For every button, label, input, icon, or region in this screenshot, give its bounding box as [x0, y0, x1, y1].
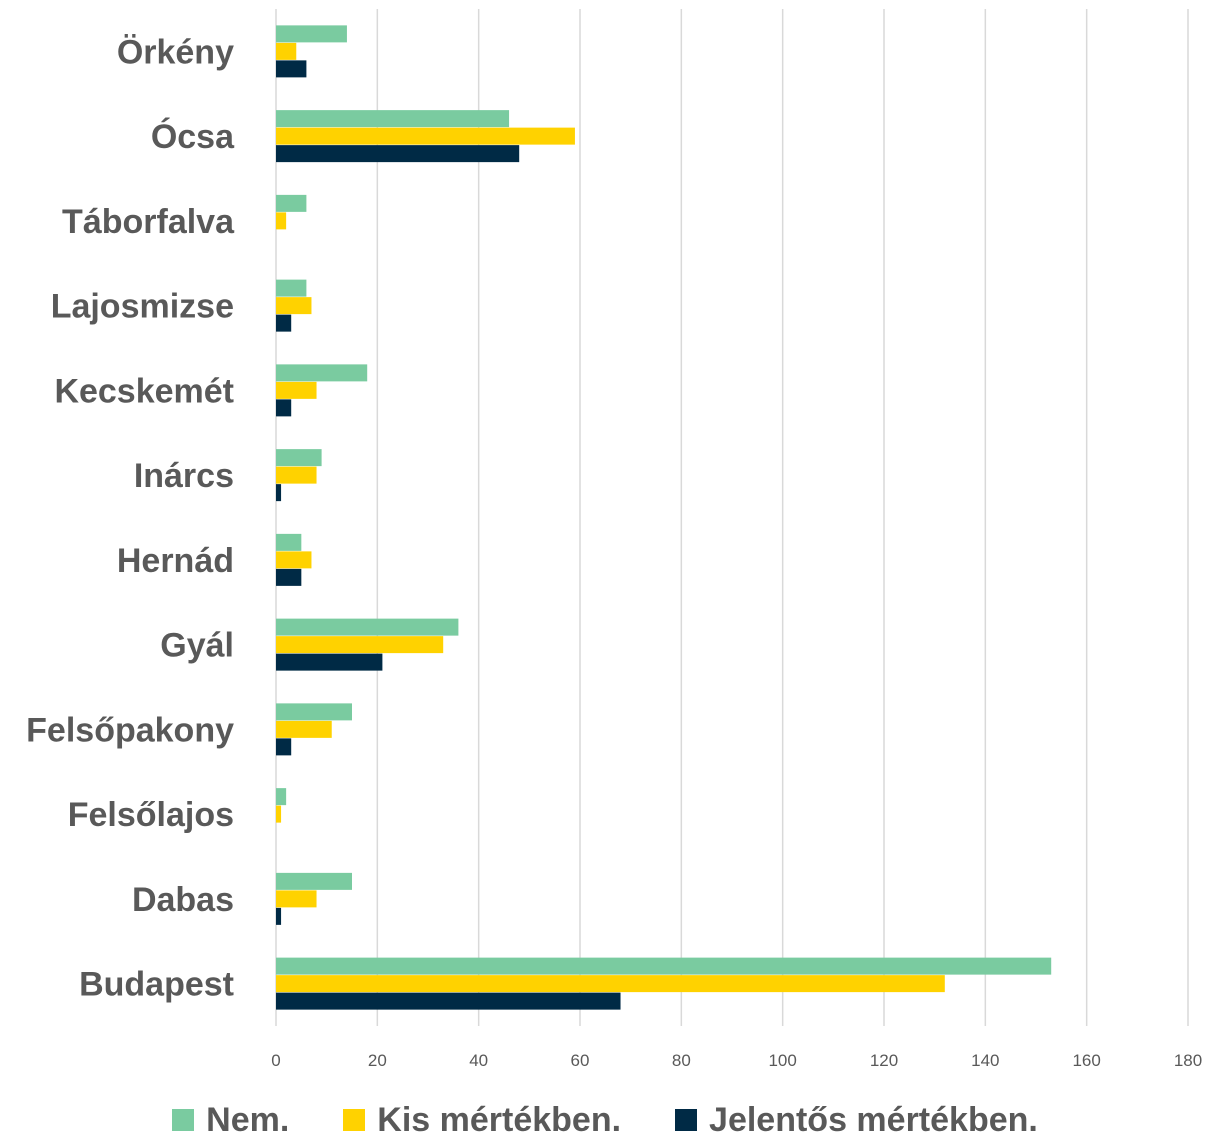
bar — [276, 788, 287, 806]
bar — [276, 60, 307, 78]
bar — [276, 618, 459, 636]
category-label: Lajosmizse — [51, 288, 234, 326]
bar — [276, 145, 520, 163]
category-label: Budapest — [79, 966, 234, 1004]
bars — [276, 25, 1052, 1010]
bar — [276, 381, 317, 399]
category-label: Táborfalva — [62, 203, 235, 241]
bar — [276, 636, 444, 654]
category-label: Kecskemét — [54, 372, 234, 410]
bar — [276, 805, 282, 823]
bar — [276, 533, 302, 551]
bar — [276, 314, 292, 332]
category-label: Felsőlajos — [68, 796, 234, 834]
legend-item: Nem. — [172, 1101, 289, 1140]
x-tick-labels: 0 20 40 60 80 100 120 140 160 180 — [271, 1051, 1202, 1070]
bar — [276, 653, 383, 671]
category-label: Inárcs — [134, 457, 234, 495]
bar — [276, 975, 945, 993]
bar — [276, 127, 575, 145]
x-tick-label: 0 — [271, 1051, 280, 1070]
x-tick-label: 140 — [971, 1051, 999, 1070]
category-label: Felsőpakony — [26, 711, 234, 749]
x-tick-label: 40 — [469, 1051, 488, 1070]
bar — [276, 399, 292, 417]
x-tick-label: 20 — [368, 1051, 387, 1070]
bar — [276, 703, 352, 721]
bar — [276, 992, 621, 1010]
x-tick-label: 80 — [672, 1051, 691, 1070]
x-tick-label: 100 — [768, 1051, 796, 1070]
bar — [276, 738, 292, 756]
category-label: Örkény — [117, 33, 234, 71]
bar — [276, 364, 368, 382]
bar — [276, 279, 307, 297]
category-label: Hernád — [117, 542, 234, 580]
bar — [276, 872, 352, 890]
bar-chart: Örkény Ócsa Táborfalva Lajosmizse Kecskemét I… — [26, 9, 1202, 1070]
gridlines — [275, 9, 1189, 1026]
legend-swatch — [343, 1109, 366, 1131]
legend: Nem. Kis mértékben. Jelentős mértékben. — [0, 1100, 1210, 1140]
x-tick-label: 160 — [1072, 1051, 1100, 1070]
bar — [276, 907, 282, 925]
x-tick-label: 180 — [1174, 1051, 1202, 1070]
legend-swatch — [172, 1109, 195, 1131]
x-tick-label: 60 — [571, 1051, 590, 1070]
bar — [276, 25, 347, 43]
legend-label: Nem. — [206, 1100, 290, 1139]
category-label: Gyál — [160, 627, 234, 665]
bar — [276, 212, 287, 230]
legend-label: Jelentős mértékben. — [709, 1100, 1038, 1139]
bar — [276, 466, 317, 484]
bar — [276, 568, 302, 586]
bar — [276, 484, 282, 502]
bar — [276, 890, 317, 908]
bar — [276, 720, 332, 738]
bar — [276, 42, 297, 60]
bar — [276, 297, 312, 315]
category-labels: Örkény Ócsa Táborfalva Lajosmizse Kecskemét I… — [26, 33, 235, 1003]
bar — [276, 194, 307, 212]
x-tick-label: 120 — [870, 1051, 898, 1070]
bar — [276, 449, 322, 467]
category-label: Ócsa — [151, 118, 235, 156]
bar — [276, 110, 510, 128]
category-label: Dabas — [132, 881, 234, 919]
legend-label: Kis mértékben. — [377, 1100, 622, 1139]
legend-item: Jelentős mértékben. — [675, 1101, 1038, 1140]
legend-item: Kis mértékben. — [343, 1101, 621, 1140]
legend-swatch — [675, 1109, 698, 1131]
bar — [276, 957, 1052, 975]
bar — [276, 551, 312, 569]
